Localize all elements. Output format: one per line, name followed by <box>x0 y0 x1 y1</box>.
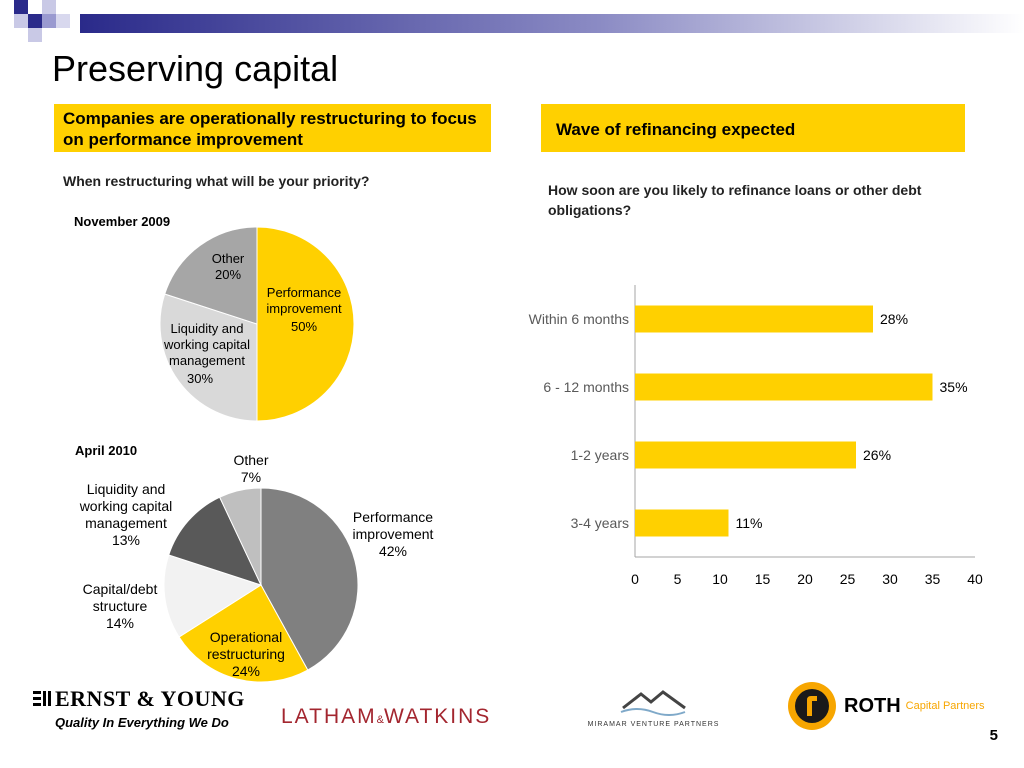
bar-value-label-0: 28% <box>880 311 908 327</box>
pie1-label-other-name: Other <box>211 251 245 266</box>
miramar-name: MIRAMAR VENTURE PARTNERS <box>587 721 720 728</box>
ey-tagline: Quality In Everything We Do <box>55 715 229 730</box>
pie2-label-operational-name: Operational restructuring <box>207 629 285 662</box>
pie2-title: April 2010 <box>75 443 138 458</box>
roth-name: ROTH <box>844 694 901 717</box>
latham-amp: & <box>376 714 384 726</box>
left-header-box: Companies are operationally restructurin… <box>54 104 491 152</box>
bar-x-tick-8: 40 <box>967 571 983 587</box>
bar-value-label-3: 11% <box>736 515 763 531</box>
bar-x-tick-2: 10 <box>712 571 728 587</box>
pie1-label-performance: Performance improvement 50% <box>258 285 350 335</box>
bar-category-label-2: 1-2 years <box>571 447 629 463</box>
pie2-label-other-name: Other <box>233 452 269 468</box>
page-number: 5 <box>989 727 998 744</box>
roth-mark-icon <box>788 682 836 730</box>
pie1-slice-0 <box>256 226 355 422</box>
pie1-title: November 2009 <box>74 214 171 229</box>
left-question: When restructuring what will be your pri… <box>63 173 370 189</box>
pie2-label-capital: Capital/debt structure 14% <box>70 581 170 632</box>
pie1-slice-1 <box>159 293 258 422</box>
bar-x-tick-7: 35 <box>925 571 941 587</box>
latham-watkins-logo: LATHAM&WATKINS <box>281 705 491 729</box>
bar-3 <box>635 509 729 537</box>
pie2-label-capital-name: Capital/debt structure <box>82 581 158 614</box>
header-decoration <box>14 0 1024 42</box>
sponsor-logos: ERNST & YOUNG Quality In Everything We D… <box>0 680 1024 740</box>
page-title: Preserving capital <box>52 48 339 89</box>
pie1-slice-2 <box>164 226 258 325</box>
pie2-label-operational-value: 24% <box>231 663 261 679</box>
roth-sub: Capital Partners <box>905 700 985 712</box>
pie1-label-other: Other 20% <box>198 251 258 283</box>
pie1-label-liquidity-name: Liquidity and working capital management <box>164 321 250 368</box>
right-question: How soon are you likely to refinance loa… <box>548 182 922 218</box>
pie2-label-other: Other 7% <box>221 452 281 486</box>
pie1-label-liquidity-value: 30% <box>186 371 214 386</box>
mountain-icon <box>620 690 686 716</box>
bar-x-tick-1: 5 <box>674 571 682 587</box>
ey-mark-icon <box>33 691 51 706</box>
pie1-label-performance-value: 50% <box>290 319 318 334</box>
refinance-bar-chart: Within 6 months 28% 6 - 12 months 35% 1-2 ye… <box>529 285 983 587</box>
pie2-label-operational: Operational restructuring 24% <box>196 629 296 680</box>
latham-left: LATHAM <box>281 705 377 728</box>
pie2-label-capital-value: 14% <box>105 615 135 631</box>
pie2-slice-2 <box>163 554 263 638</box>
bar-2 <box>635 441 856 469</box>
bar-x-tick-4: 20 <box>797 571 813 587</box>
miramar-logo: MIRAMAR VENTURE PARTNERS <box>586 688 721 728</box>
pie1-label-other-value: 20% <box>214 267 242 282</box>
ernst-young-logo: ERNST & YOUNG Quality In Everything We D… <box>33 686 245 730</box>
bar-0 <box>635 305 873 333</box>
bar-x-tick-6: 30 <box>882 571 898 587</box>
bar-value-label-1: 35% <box>940 379 968 395</box>
pie2-label-liquidity: Liquidity and working capital management… <box>71 481 181 549</box>
pie2-label-other-value: 7% <box>240 469 262 485</box>
bar-value-label-2: 26% <box>863 447 891 463</box>
pie2-slice-4 <box>219 487 262 586</box>
pie2-label-performance-name: Performance improvement <box>352 509 434 542</box>
pie2-slice-1 <box>178 584 309 683</box>
bar-x-tick-0: 0 <box>631 571 639 587</box>
ey-name: ERNST & YOUNG <box>55 686 245 711</box>
bar-x-tick-5: 25 <box>840 571 856 587</box>
roth-logo: ROTH Capital Partners <box>786 680 985 732</box>
bar-1 <box>635 373 933 401</box>
pie1-label-liquidity: Liquidity and working capital management <box>152 321 262 369</box>
pie2-label-performance-value: 42% <box>378 543 408 559</box>
pie2-slice-0 <box>260 487 359 671</box>
pie2-slice-3 <box>168 496 262 586</box>
bar-x-tick-3: 15 <box>755 571 771 587</box>
bar-category-label-0: Within 6 months <box>529 311 629 327</box>
bar-category-label-1: 6 - 12 months <box>543 379 629 395</box>
right-header-box: Wave of refinancing expected <box>541 104 965 152</box>
pie2-label-liquidity-name: Liquidity and working capital management <box>79 481 173 531</box>
bar-category-label-3: 3-4 years <box>571 515 629 531</box>
pie1-label-performance-name: Performance improvement <box>266 285 342 316</box>
pie2-label-performance: Performance improvement 42% <box>338 509 448 560</box>
pie2-label-liquidity-value: 13% <box>111 532 141 548</box>
latham-right: WATKINS <box>383 705 492 728</box>
